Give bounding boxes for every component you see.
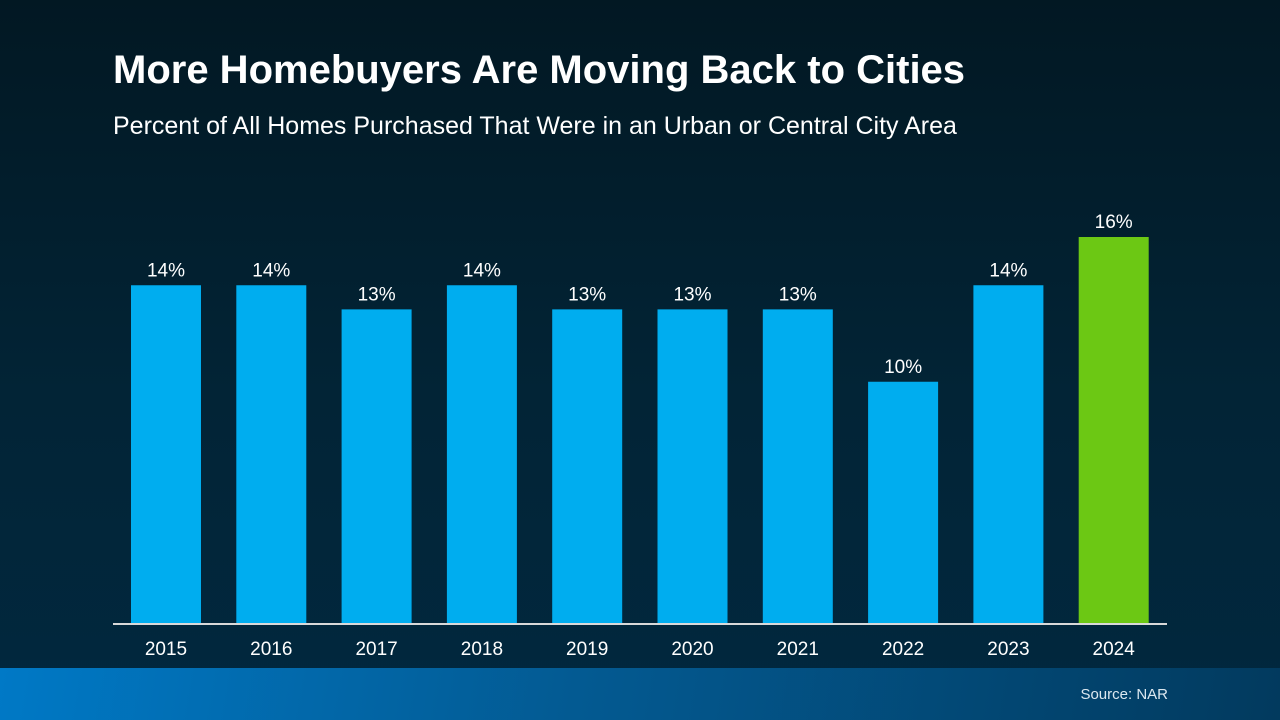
bar-2019: [552, 309, 623, 623]
x-tick-label-2017: 2017: [355, 639, 397, 660]
data-label-2019: 13%: [568, 284, 606, 305]
source-note: Source: NAR: [1080, 686, 1168, 703]
x-tick-label-2016: 2016: [250, 639, 292, 660]
data-label-2024: 16%: [1095, 212, 1133, 233]
footer-band: Source: NAR: [0, 668, 1280, 720]
bar-2021: [762, 309, 833, 623]
bar-2016: [236, 285, 307, 623]
bar-2020: [657, 309, 728, 623]
data-label-2016: 14%: [252, 260, 290, 281]
x-tick-label-2022: 2022: [882, 639, 924, 660]
data-label-2022: 10%: [884, 357, 922, 378]
data-label-2023: 14%: [989, 260, 1027, 281]
data-label-2015: 14%: [147, 260, 185, 281]
bar-2015: [131, 285, 201, 623]
x-tick-label-2015: 2015: [145, 639, 187, 660]
x-tick-label-2018: 2018: [461, 639, 503, 660]
bar-2018: [446, 285, 517, 623]
x-tick-label-2021: 2021: [777, 639, 819, 660]
x-tick-label-2024: 2024: [1093, 639, 1136, 660]
x-tick-label-2020: 2020: [671, 639, 713, 660]
bar-2017: [341, 309, 412, 623]
bar-chart: 14% 2015 14% 2016 13% 2017 14% 2018 13% 2019 13% 20…: [113, 212, 1167, 660]
x-tick-label-2023: 2023: [987, 639, 1029, 660]
data-label-2021: 13%: [779, 284, 817, 305]
data-label-2020: 13%: [673, 284, 711, 305]
data-label-2018: 14%: [463, 260, 501, 281]
chart-subtitle: Percent of All Homes Purchased That Were…: [113, 112, 957, 140]
x-tick-label-2019: 2019: [566, 639, 608, 660]
bar-2024: [1078, 237, 1149, 623]
chart-title: More Homebuyers Are Moving Back to Citie…: [113, 48, 966, 92]
data-label-2017: 13%: [358, 284, 396, 305]
bar-2022: [868, 381, 939, 623]
bar-2023: [973, 285, 1044, 623]
